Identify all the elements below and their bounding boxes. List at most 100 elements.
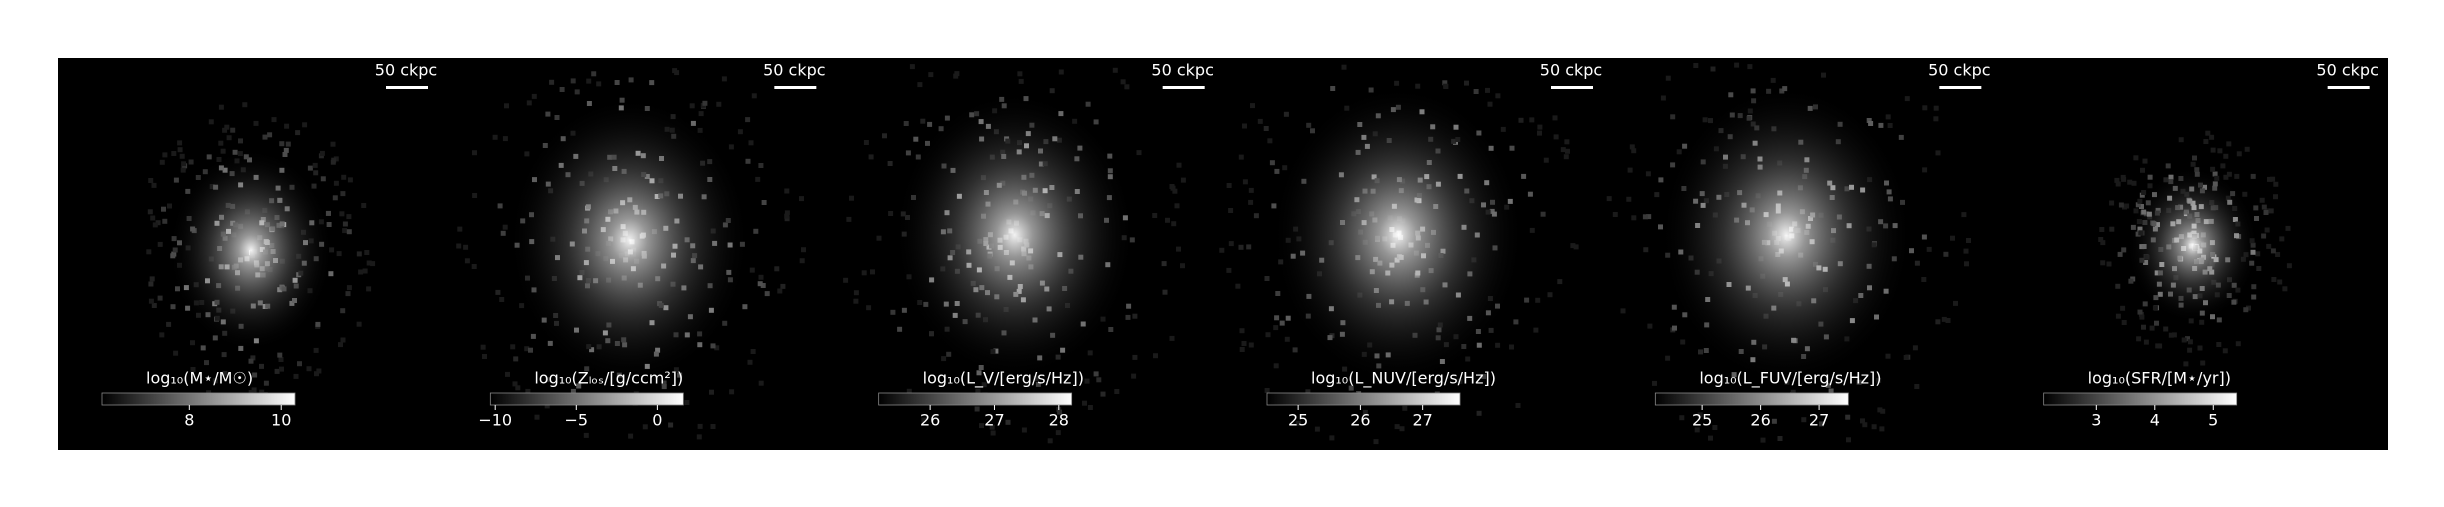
pixel — [976, 370, 982, 376]
pixel — [1914, 260, 1920, 266]
pixel — [1084, 378, 1090, 384]
pixel — [890, 309, 896, 315]
pixel — [764, 291, 770, 297]
pixel — [312, 162, 318, 168]
pixel — [1112, 67, 1118, 73]
pixel — [2277, 279, 2283, 285]
pixel — [1132, 313, 1138, 319]
pixel — [1057, 409, 1063, 415]
pixel — [1172, 188, 1178, 194]
pixel — [181, 161, 187, 167]
pixel — [504, 103, 509, 109]
pixel — [2285, 225, 2291, 231]
pixel — [2261, 204, 2267, 210]
pixel — [1126, 303, 1132, 309]
pixel — [2187, 347, 2193, 353]
pixel — [1120, 79, 1126, 85]
pixel — [167, 203, 172, 209]
pixel — [356, 321, 362, 327]
pixel — [252, 372, 258, 378]
pixel — [248, 390, 254, 395]
pixel — [283, 147, 289, 153]
pixel — [586, 78, 592, 84]
pixel — [545, 377, 551, 383]
pixel — [472, 193, 478, 198]
pixel — [2100, 240, 2106, 246]
pixel — [2098, 237, 2104, 242]
pixel — [1966, 238, 1971, 243]
pixel — [1961, 212, 1967, 218]
pixel — [989, 424, 995, 430]
pixel — [2253, 205, 2259, 211]
pixel — [1771, 418, 1777, 424]
pixel — [748, 140, 754, 146]
pixel — [1279, 320, 1285, 326]
pixel — [1176, 246, 1181, 252]
pixel — [1442, 80, 1448, 86]
pixel — [545, 111, 551, 117]
pixel — [1241, 341, 1247, 346]
pixel — [1305, 389, 1311, 395]
pixel — [906, 388, 912, 394]
pixel — [642, 424, 648, 430]
pixel — [863, 140, 869, 145]
pixel — [1169, 184, 1175, 189]
pixel — [1238, 244, 1244, 250]
scale-bar-label: 50 ckpc — [763, 61, 825, 80]
pixel — [149, 276, 155, 282]
pixel — [1777, 436, 1783, 441]
pixel — [1242, 123, 1247, 129]
pixel — [1165, 217, 1170, 223]
pixel — [2250, 173, 2256, 179]
pixel — [709, 389, 714, 395]
colorbar-label: log₁₀(L_NUV/[erg/s/Hz]) — [1311, 369, 1496, 389]
pixel — [531, 93, 537, 99]
pixel — [346, 285, 352, 291]
pixel — [1394, 80, 1400, 86]
pixel — [849, 195, 854, 201]
pixel — [2235, 341, 2241, 347]
pixel — [1856, 379, 1862, 385]
pixel — [155, 220, 161, 226]
pixel — [888, 211, 894, 216]
pixel — [1935, 150, 1941, 156]
pixel — [1606, 196, 1612, 202]
pixel — [1285, 315, 1291, 321]
pixel — [628, 77, 634, 83]
pixel — [1443, 83, 1449, 89]
pixel — [1292, 347, 1298, 353]
pixel — [157, 295, 163, 301]
pixel — [1284, 336, 1290, 342]
pixel — [224, 124, 230, 130]
pixel — [253, 120, 259, 126]
pixel — [336, 251, 342, 257]
pixel — [698, 111, 704, 117]
pixel — [2114, 177, 2120, 183]
pixel — [1631, 148, 1637, 154]
pixel — [2163, 326, 2169, 332]
pixel — [1049, 88, 1055, 94]
pixel — [1819, 421, 1824, 427]
pixel — [1495, 93, 1501, 99]
pixel — [2261, 233, 2267, 239]
pixel — [1903, 355, 1909, 360]
pixel — [1253, 213, 1259, 219]
pixel — [1921, 277, 1927, 282]
pixel — [1295, 420, 1301, 426]
pixel — [751, 93, 757, 99]
pixel — [2100, 260, 2106, 266]
pixel — [2199, 319, 2205, 325]
pixel — [714, 345, 720, 351]
pixel — [173, 177, 179, 183]
pixel — [749, 267, 755, 273]
pixel — [2165, 163, 2171, 169]
pixel — [974, 406, 980, 412]
pixel — [921, 417, 927, 423]
pixel — [2136, 336, 2142, 342]
pixel — [177, 140, 183, 146]
pixel — [2251, 294, 2257, 300]
scale-bar-label: 50 ckpc — [375, 61, 437, 80]
pixel — [282, 152, 288, 157]
pixel — [1055, 430, 1061, 436]
pixel — [2187, 339, 2193, 345]
